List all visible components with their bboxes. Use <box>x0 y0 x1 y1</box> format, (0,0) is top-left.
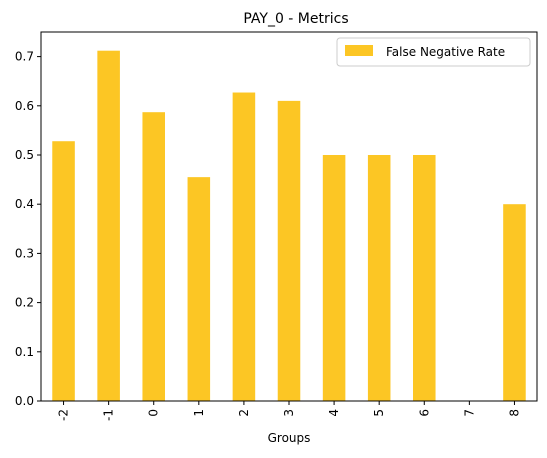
y-tick-label: 0.7 <box>15 50 34 64</box>
legend-label: False Negative Rate <box>386 45 505 59</box>
y-tick-label: 0.2 <box>15 296 34 310</box>
y-tick-label: 0.1 <box>15 345 34 359</box>
bar-5 <box>367 155 391 401</box>
x-tick-label: 8 <box>507 409 521 417</box>
y-tick-label: 0.0 <box>15 394 34 408</box>
x-tick-label: 6 <box>417 409 431 417</box>
bar-0 <box>142 112 165 401</box>
x-tick-label: 5 <box>372 409 386 417</box>
bar--2 <box>52 141 75 401</box>
y-tick-label: 0.6 <box>15 99 34 113</box>
x-tick-label: -1 <box>102 409 116 421</box>
bar--1 <box>97 50 120 401</box>
bars-group <box>52 50 526 402</box>
x-tick-label: -2 <box>57 409 71 421</box>
x-axis: -2 -1 0 1 2 3 4 5 6 7 8 <box>57 401 521 421</box>
bar-6 <box>413 155 436 401</box>
x-tick-label: 4 <box>327 409 341 417</box>
bar-2 <box>232 92 256 402</box>
y-tick-label: 0.4 <box>15 197 34 211</box>
chart-title: PAY_0 - Metrics <box>243 11 348 27</box>
bar-3 <box>277 100 301 401</box>
y-axis: 0.0 0.1 0.2 0.3 0.4 0.5 0.6 0.7 <box>15 50 41 408</box>
x-tick-label: 3 <box>282 409 296 417</box>
x-tick-label: 2 <box>237 409 251 417</box>
x-tick-label: 7 <box>462 409 476 417</box>
x-tick-label: 0 <box>147 409 161 417</box>
x-tick-label: 1 <box>192 409 206 417</box>
legend-box <box>336 37 531 67</box>
bar-8 <box>503 204 526 401</box>
legend-swatch <box>345 45 373 56</box>
legend: False Negative Rate <box>336 37 531 67</box>
y-tick-label: 0.3 <box>15 246 34 260</box>
x-axis-label: Groups <box>268 431 311 445</box>
bar-1 <box>187 177 211 401</box>
bar-4 <box>322 155 346 401</box>
y-tick-label: 0.5 <box>15 148 34 162</box>
